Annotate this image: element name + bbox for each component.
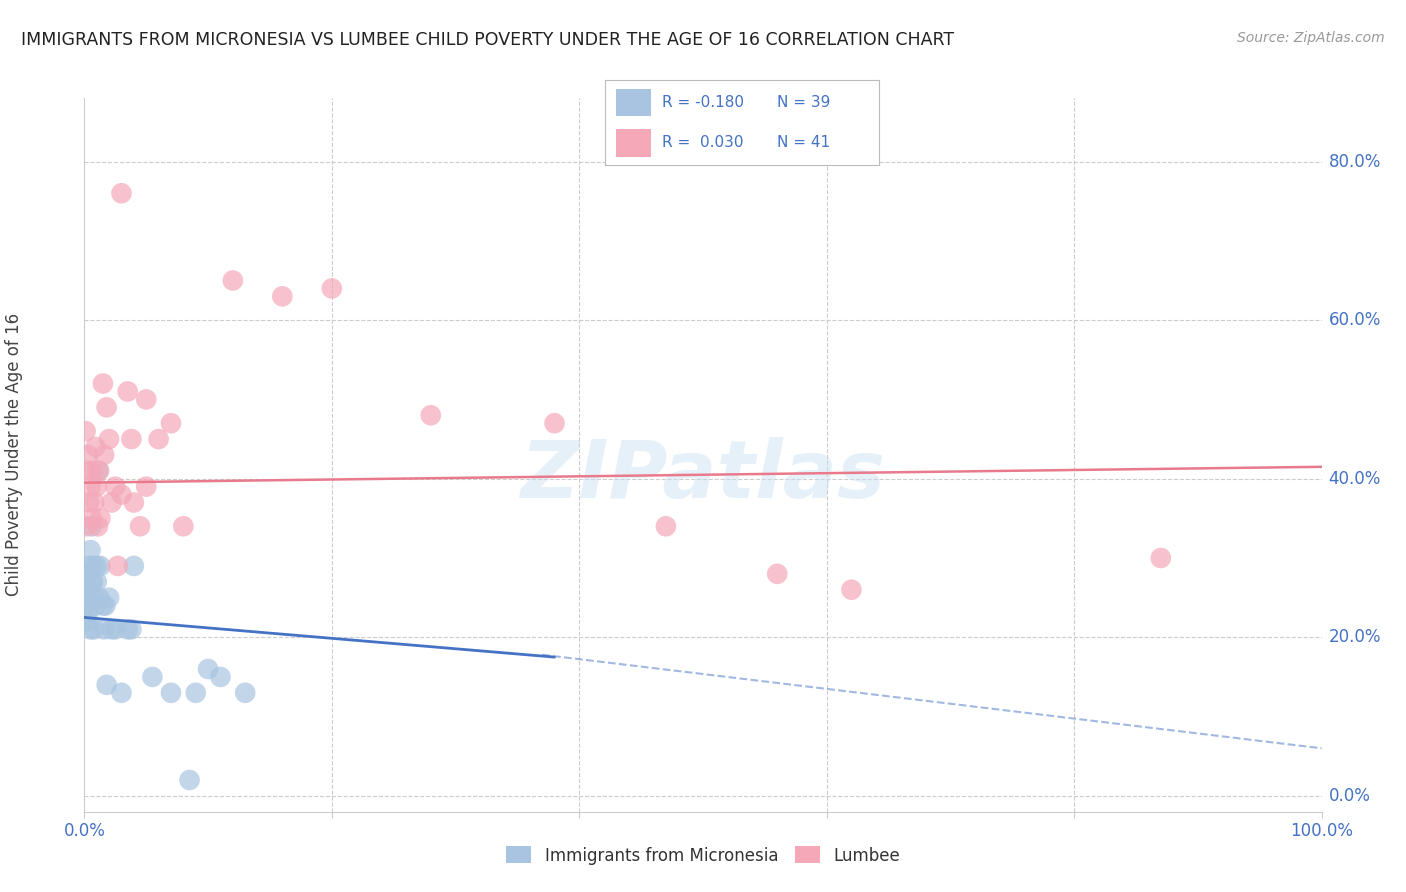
Point [222,273,245,287]
Point [148,432,170,446]
Point [77,566,100,581]
Point [110,686,132,700]
Point [184,686,207,700]
Point [141,670,163,684]
Point [197,662,219,676]
Point [82,464,104,478]
Point [117,623,139,637]
Point [841,582,863,597]
Text: ZIPatlas: ZIPatlas [520,437,886,516]
Point [86,558,108,573]
Point [83,495,105,509]
Point [89,591,111,605]
Point [76,582,98,597]
Point [117,384,139,399]
Point [321,281,343,295]
Point [79,591,101,605]
Point [209,670,232,684]
Bar [616,129,651,157]
Point [104,480,127,494]
Point [98,432,121,446]
Point [160,416,183,430]
Text: 0.0%: 0.0% [1329,787,1371,805]
Point [110,487,132,501]
Point [82,558,104,573]
Point [84,440,107,454]
Point [135,392,157,407]
Point [93,448,115,462]
Point [122,558,145,573]
Point [89,558,111,573]
Point [76,519,98,533]
Point [80,519,103,533]
Text: N = 39: N = 39 [778,95,831,110]
Text: R =  0.030: R = 0.030 [662,136,744,151]
Point [271,289,294,303]
Point [100,623,122,637]
Point [89,464,111,478]
Point [79,558,101,573]
Point [87,464,110,478]
Text: 60.0%: 60.0% [1329,311,1381,329]
Point [75,599,97,613]
Point [75,424,97,438]
Point [655,519,678,533]
Point [91,599,114,613]
Point [77,607,100,621]
Text: Child Poverty Under the Age of 16: Child Poverty Under the Age of 16 [6,313,22,597]
Point [96,678,118,692]
Point [135,480,157,494]
Point [86,480,108,494]
Point [94,599,117,613]
Point [98,591,121,605]
Point [543,416,565,430]
Bar [616,89,651,116]
Point [93,623,115,637]
Point [104,623,127,637]
Point [80,574,103,589]
Point [1150,551,1173,566]
Point [110,186,132,201]
Point [79,480,101,494]
Text: 20.0%: 20.0% [1329,628,1381,647]
Point [766,566,789,581]
Point [89,511,111,525]
Point [129,519,152,533]
Point [107,558,129,573]
Point [120,432,142,446]
Point [76,615,98,629]
Point [79,543,101,558]
Point [83,591,105,605]
Text: IMMIGRANTS FROM MICRONESIA VS LUMBEE CHILD POVERTY UNDER THE AGE OF 16 CORRELATI: IMMIGRANTS FROM MICRONESIA VS LUMBEE CHI… [21,31,955,49]
Point [77,448,100,462]
Point [86,574,108,589]
Text: 80.0%: 80.0% [1329,153,1381,170]
Point [179,772,201,787]
Point [100,495,122,509]
Point [84,599,107,613]
Point [419,409,441,423]
Text: R = -0.180: R = -0.180 [662,95,744,110]
Legend: Immigrants from Micronesia, Lumbee: Immigrants from Micronesia, Lumbee [499,839,907,871]
Point [172,519,194,533]
Point [79,464,101,478]
Point [160,686,183,700]
Point [91,376,114,391]
Point [83,623,105,637]
Point [120,623,142,637]
Point [79,495,101,509]
Point [79,623,101,637]
Point [87,519,110,533]
Text: N = 41: N = 41 [778,136,831,151]
Point [233,686,256,700]
Point [82,574,104,589]
Point [96,401,118,415]
Text: 40.0%: 40.0% [1329,470,1381,488]
Point [80,511,103,525]
Text: Source: ZipAtlas.com: Source: ZipAtlas.com [1237,31,1385,45]
Point [122,495,145,509]
